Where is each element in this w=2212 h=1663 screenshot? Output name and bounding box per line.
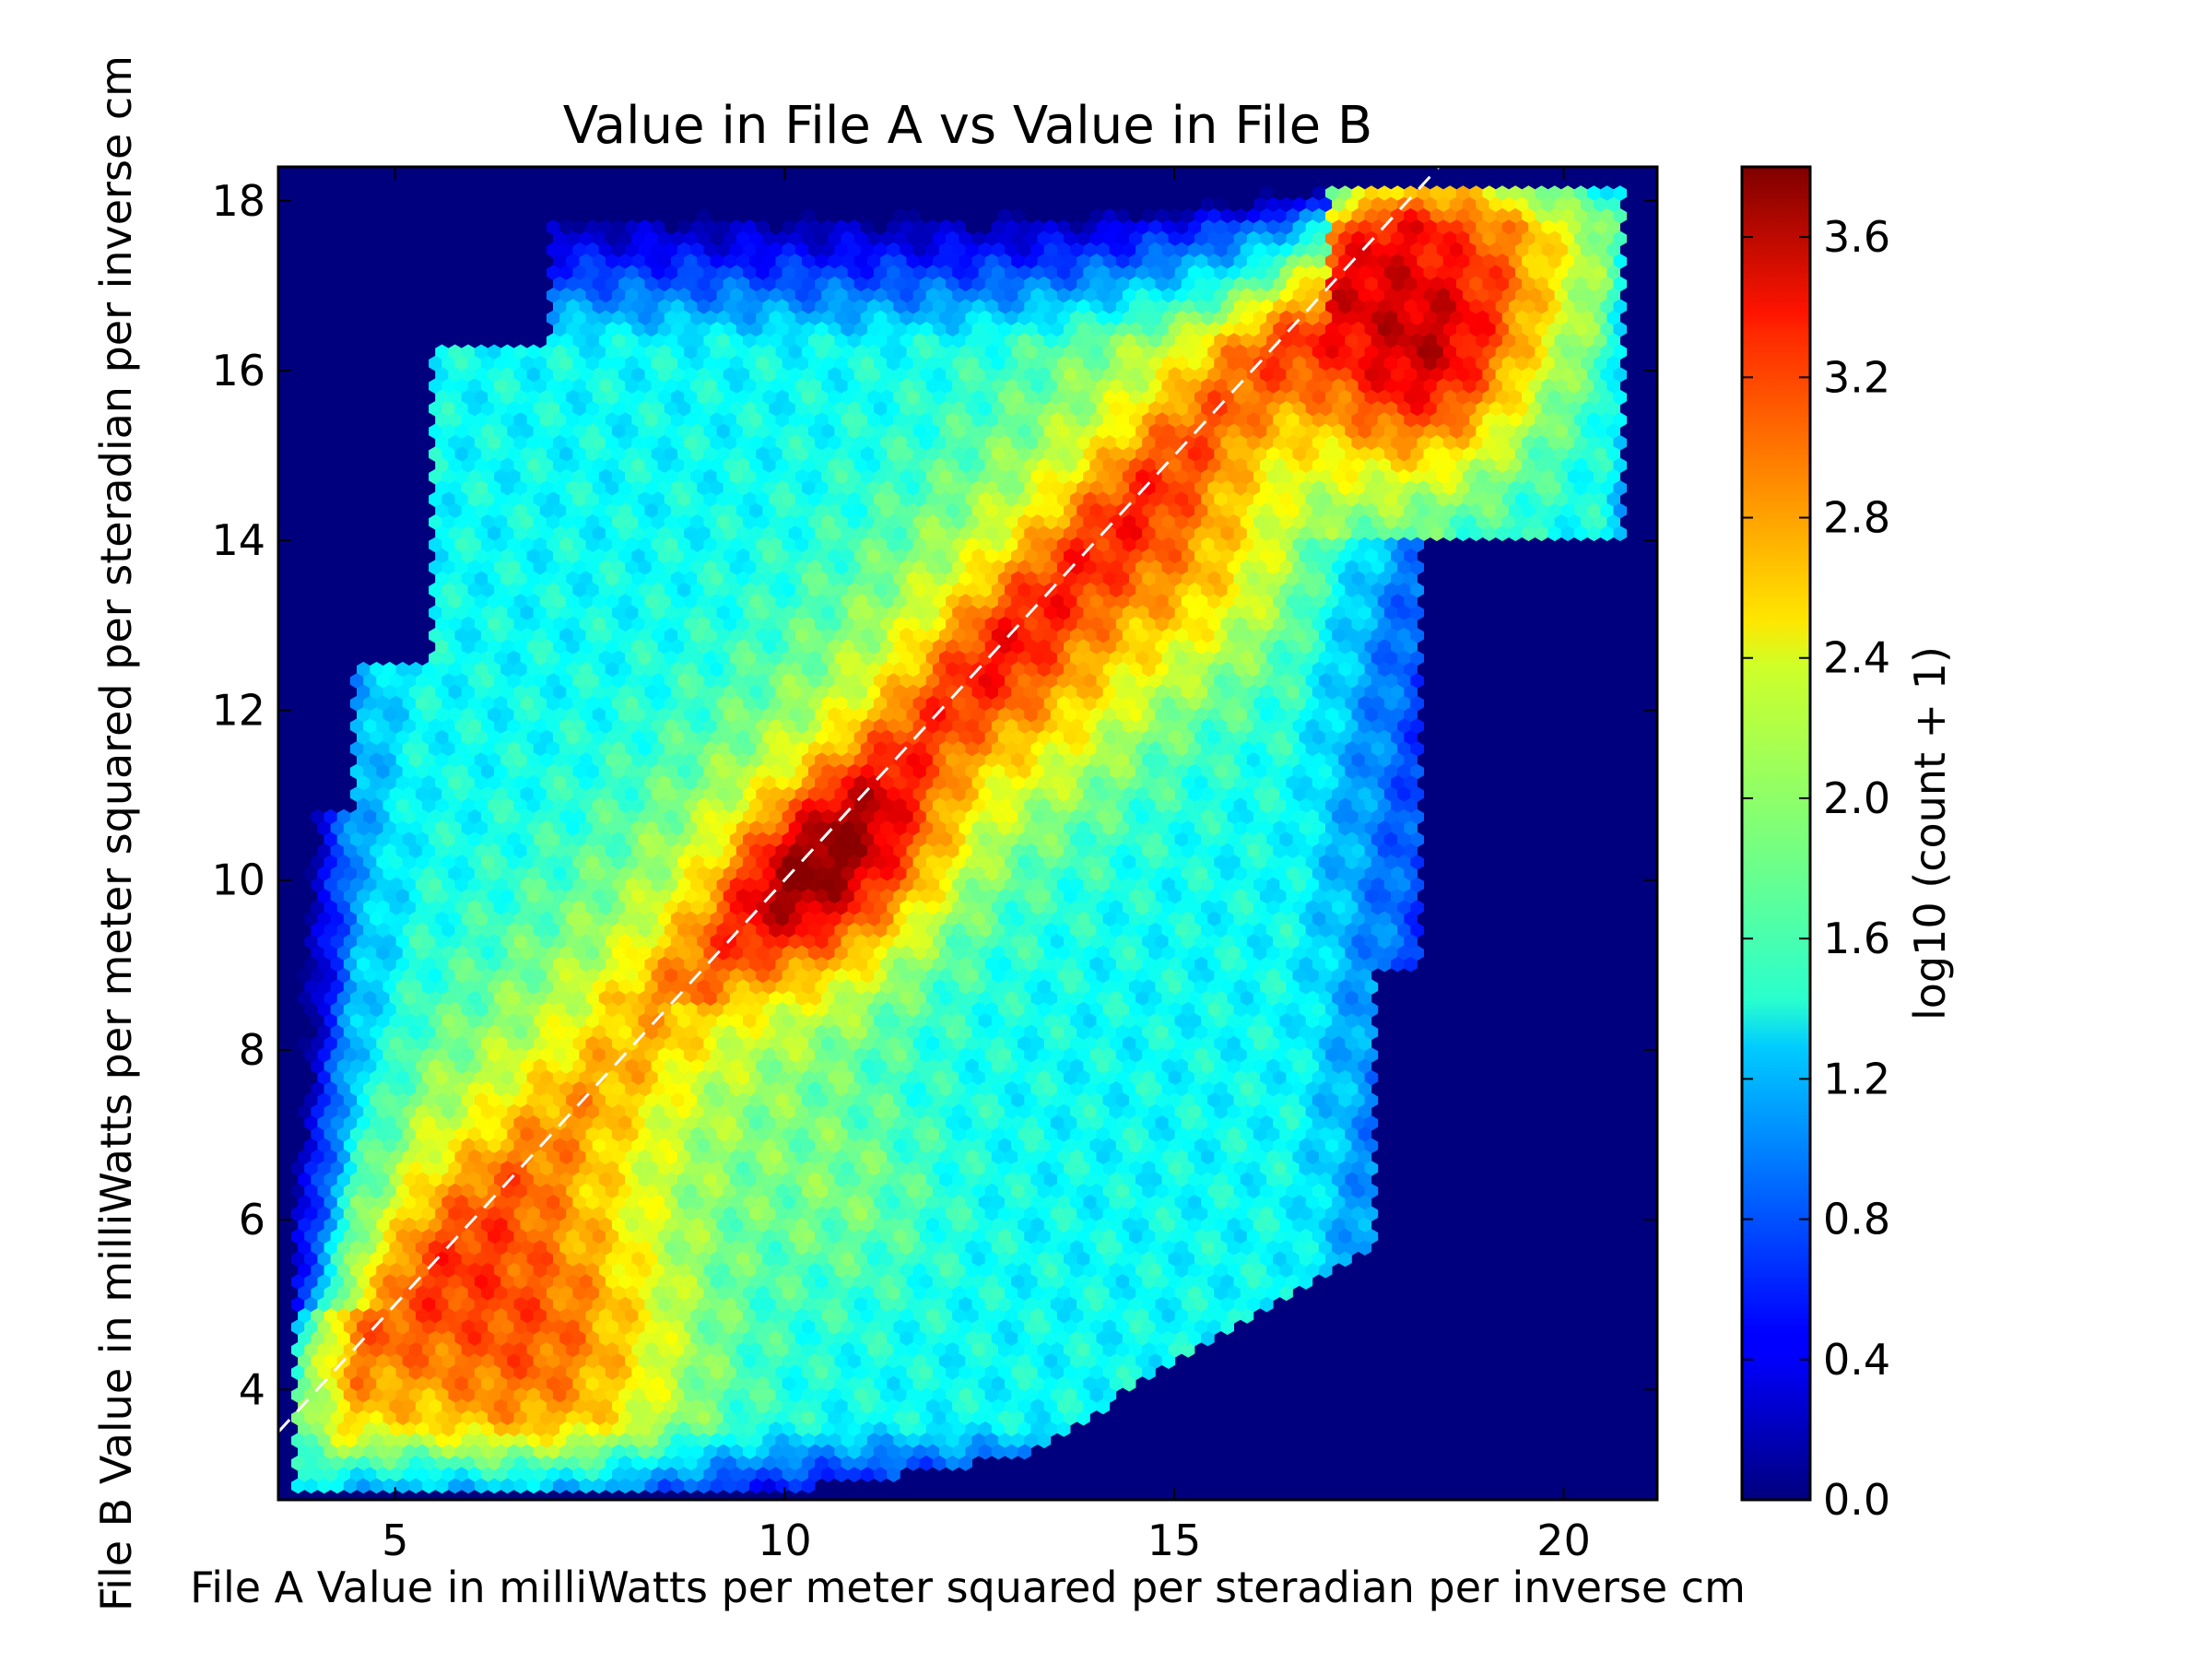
- chart-title: Value in File A vs Value in File B: [563, 96, 1373, 156]
